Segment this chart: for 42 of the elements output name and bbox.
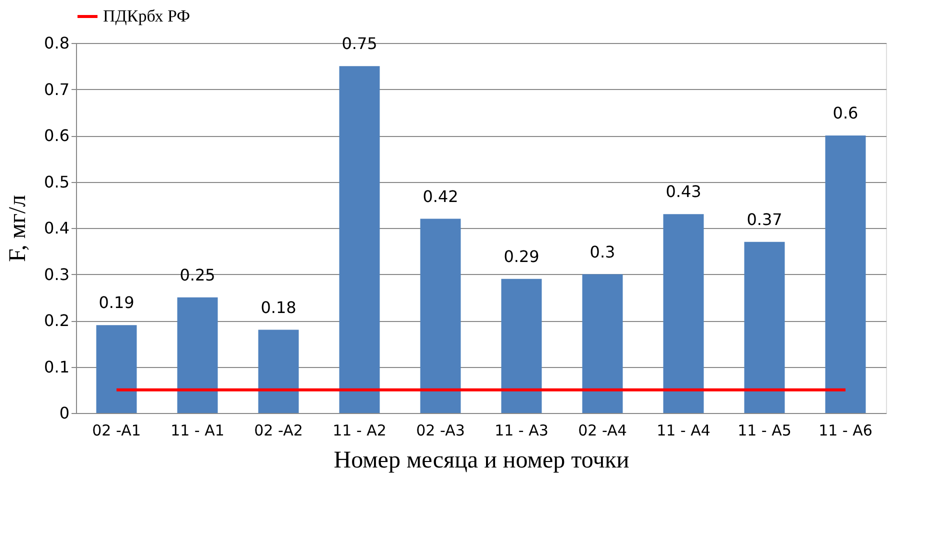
x-tick-label: 02 -A1	[92, 422, 141, 440]
y-tick-label: 0.7	[44, 80, 70, 99]
x-tick-label: 02 -A3	[416, 422, 465, 440]
y-tick-label: 0.5	[44, 172, 70, 192]
y-axis-title: F, мг/л	[5, 194, 32, 262]
data-label: 0.43	[666, 182, 702, 202]
x-tick-label: 11 - A4	[656, 422, 710, 440]
bar	[825, 136, 866, 413]
data-label: 0.6	[832, 104, 858, 122]
y-tick-label: 0.3	[44, 264, 70, 284]
data-label: 0.29	[504, 246, 540, 266]
data-label: 0.37	[746, 210, 782, 229]
bar	[501, 278, 542, 413]
x-tick-label: 11 - A5	[738, 422, 792, 440]
data-label: 0.18	[260, 298, 296, 317]
bar	[663, 214, 704, 413]
x-tick-label: 11 - A1	[170, 422, 224, 440]
y-tick-label: 0	[59, 404, 70, 422]
bar	[258, 330, 299, 413]
data-label: 0.25	[180, 265, 216, 284]
data-label: 0.19	[98, 293, 134, 312]
bar	[339, 66, 380, 413]
bar	[96, 325, 137, 413]
data-label: 0.42	[422, 186, 458, 206]
bar	[177, 297, 218, 413]
bar	[420, 218, 461, 413]
y-tick-label: 0.4	[44, 218, 70, 238]
y-tick-label: 0.1	[44, 357, 70, 376]
x-tick-label: 02 -A4	[578, 422, 627, 440]
x-tick-label: 02 -A2	[254, 422, 303, 440]
bar	[744, 242, 785, 413]
legend-label: ПДКрбх РФ	[103, 6, 190, 26]
bar	[582, 274, 623, 413]
data-label: 0.3	[590, 242, 616, 262]
x-axis-title: Номер месяца и номер точки	[334, 448, 630, 474]
x-tick-label: 11 - A2	[332, 422, 386, 440]
x-tick-label: 11 - A6	[818, 422, 872, 440]
x-tick-label: 11 - A3	[494, 422, 548, 440]
y-tick-label: 0.6	[44, 126, 70, 145]
y-tick-label: 0.8	[44, 34, 70, 52]
data-label: 0.75	[342, 34, 378, 54]
y-tick-label: 0.2	[44, 311, 70, 330]
